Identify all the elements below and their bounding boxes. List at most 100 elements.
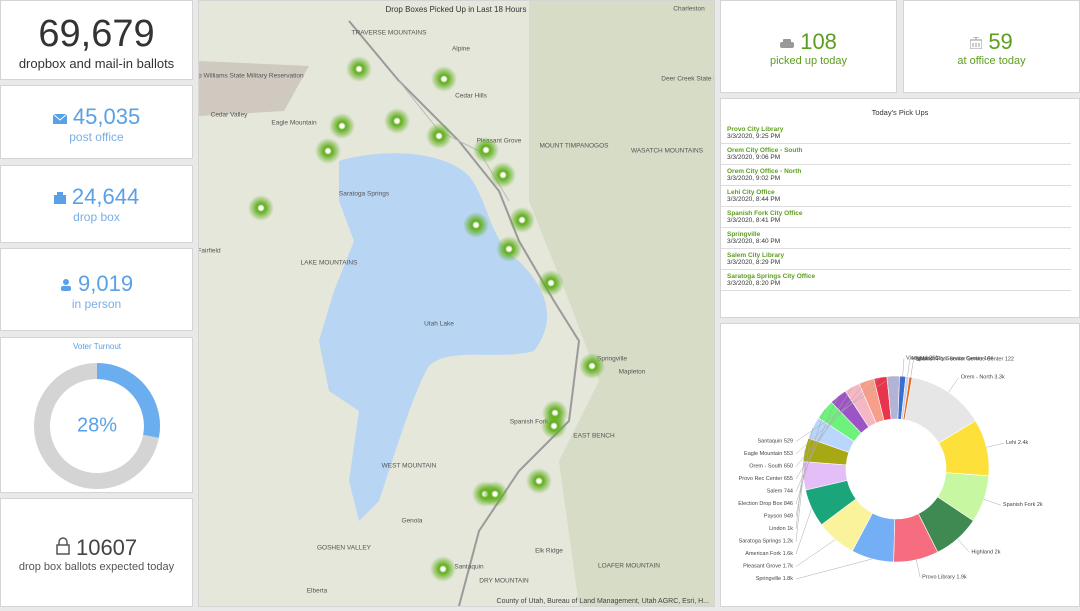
map-attribution: County of Utah, Bureau of Land Managemen… xyxy=(497,598,709,605)
pie-label-name: Provo Rec Center xyxy=(739,476,783,482)
map-label: Camp Williams State Military Reservation xyxy=(199,73,304,80)
pie-label-value: 1k xyxy=(787,526,793,532)
pickup-text: Orem City Office - South xyxy=(727,147,803,154)
pie-label: Orem - North 3.3k xyxy=(961,375,1005,381)
office-card: 59 at office today xyxy=(903,0,1080,93)
pie-label: Saratoga Springs 1.2k xyxy=(739,539,794,545)
map-label: Pleasant Grove xyxy=(477,138,522,145)
pie-panel: Orem - North 3.3k Lehi 2.4k Spanish Fork 2… xyxy=(720,323,1080,607)
pie-label: Spanish Fork Senior Service Center 122 xyxy=(916,357,1014,363)
pie-label-value: 846 xyxy=(784,501,793,507)
office-label: at office today xyxy=(957,55,1026,67)
pie-label-value: 744 xyxy=(784,489,793,495)
pie-label-value: 144 xyxy=(984,356,993,362)
pie-label: Springville 1.8k xyxy=(756,576,794,582)
pie-label-value: 1.2k xyxy=(783,539,794,545)
map-label: Cedar Valley xyxy=(211,112,248,119)
person-label: in person xyxy=(71,297,122,311)
lock-icon xyxy=(56,537,70,555)
dropbox-point xyxy=(496,236,522,262)
pie-label-name: Pleasant Grove xyxy=(743,564,781,570)
pickups-title: Today's Pick Ups xyxy=(871,108,929,117)
pickup-item[interactable]: Orem City Office - North 3/3/2020, 9:02 P… xyxy=(721,165,1071,186)
map-label: Utah Lake xyxy=(424,321,454,328)
pie-label-name: American Fork xyxy=(745,551,781,557)
pickups-list: Provo City Library 3/3/2020, 9:25 PM Orem … xyxy=(721,123,1071,291)
pie-label-name: Orem - North xyxy=(961,375,993,381)
pie-label-value: 553 xyxy=(784,451,793,457)
dropbox-point xyxy=(509,207,535,233)
map-label: DRY MOUNTAIN xyxy=(479,578,529,585)
pickup-text: Springville xyxy=(727,231,761,238)
pie-label-value: 1.6k xyxy=(783,551,794,557)
map-label: TRAVERSE MOUNTAINS xyxy=(352,30,428,37)
total-value: 69,679 xyxy=(38,13,155,55)
dropbox-point xyxy=(538,270,564,296)
map-label: GOSHEN VALLEY xyxy=(317,545,372,552)
pickup-item[interactable]: Orem City Office - South 3/3/2020, 9:06 P… xyxy=(721,144,1071,165)
pickup-item[interactable]: Saratoga Springs City Office 3/3/2020, 8:… xyxy=(721,270,1071,291)
pickup-text: Provo City Library xyxy=(727,126,784,133)
leader-line xyxy=(915,559,921,578)
pie-chart: Orem - North 3.3k Lehi 2.4k Spanish Fork 2… xyxy=(738,356,1043,583)
map-label: Eagle Mountain xyxy=(271,120,317,127)
map-label: Genola xyxy=(402,518,423,525)
gauge-label: 28% xyxy=(77,414,117,436)
dropbox-point xyxy=(329,113,355,139)
dropbox-point xyxy=(426,123,452,149)
leader-line xyxy=(795,475,804,542)
dropbox-point xyxy=(463,212,489,238)
pie-label-name: Salem xyxy=(767,489,783,495)
map-label: Mapleton xyxy=(619,369,646,376)
pickup-item[interactable]: Lehi City Office 3/3/2020, 8:44 PM xyxy=(721,186,1071,207)
map-label: Charleston xyxy=(673,6,705,13)
pie-label-name: Springville xyxy=(756,576,781,582)
expected-label: drop box ballots expected today xyxy=(18,561,175,573)
pie-label: Lindon 1k xyxy=(769,526,793,532)
dropbox-point xyxy=(579,353,605,379)
pie-label-name: Highland xyxy=(971,550,993,556)
leader-line xyxy=(795,380,867,467)
pickup-text: Salem City Library xyxy=(727,252,785,259)
pickup-text: Spanish Fork City Office xyxy=(727,210,803,217)
map-label: LAKE MOUNTAINS xyxy=(301,260,359,267)
pie-label: Spanish Fork 2k xyxy=(1003,503,1043,509)
pie-label-name: Eagle Mountain xyxy=(744,451,782,457)
turnout-card: Voter Turnout 28% xyxy=(0,337,193,493)
dropbox-point xyxy=(431,66,457,92)
map-label: MOUNT TIMPANOGOS xyxy=(540,143,610,150)
dropbox-label: drop box xyxy=(73,210,120,224)
pickup-item[interactable]: Spanish Fork City Office 3/3/2020, 8:41 P… xyxy=(721,207,1071,228)
pickup-text: 3/3/2020, 9:02 PM xyxy=(727,175,781,182)
pie-label: Election Drop Box 846 xyxy=(738,501,793,507)
picked-label: picked up today xyxy=(769,55,848,67)
pie-label: Highland City Service Center 144 xyxy=(912,356,993,362)
map-label: WEST MOUNTAIN xyxy=(382,463,437,470)
pie-label: Santaquin 529 xyxy=(758,439,794,445)
pickup-item[interactable]: Salem City Library 3/3/2020, 8:29 PM xyxy=(721,249,1071,270)
map: Drop Boxes Picked Up in Last 18 Hours Co… xyxy=(199,1,714,606)
leader-line xyxy=(795,396,839,492)
turnout-gauge: Voter Turnout 28% xyxy=(34,342,160,489)
map-label: Saratoga Springs xyxy=(339,191,390,198)
pie-label-name: Election Drop Box xyxy=(738,501,782,507)
dropbox-point xyxy=(490,162,516,188)
pie-label-name: Spanish Fork Senior Service Center xyxy=(916,357,1004,363)
map-label: Santaquin xyxy=(454,564,484,571)
post-value: 45,035 xyxy=(72,104,141,129)
leader-line xyxy=(795,508,812,555)
pie-label-value: 529 xyxy=(784,439,793,445)
pickup-item[interactable]: Springville 3/3/2020, 8:40 PM xyxy=(721,228,1071,249)
pie-label-value: 3.3k xyxy=(994,375,1005,381)
pickup-item[interactable]: Provo City Library 3/3/2020, 9:25 PM xyxy=(721,123,1071,144)
pickups-panel: Today's Pick Ups Provo City Library 3/3/2… xyxy=(720,98,1080,318)
mail-icon xyxy=(52,113,68,124)
mountains xyxy=(529,1,714,606)
dropbox-point xyxy=(473,137,499,163)
pie-label: American Fork 1.6k xyxy=(745,551,793,557)
map-label: Cedar Hills xyxy=(455,93,488,100)
pickup-text: 3/3/2020, 8:41 PM xyxy=(727,217,781,224)
pie-label-name: Spanish Fork xyxy=(1003,503,1036,509)
dropbox-point xyxy=(384,108,410,134)
map-label: Fairfield xyxy=(199,248,221,255)
